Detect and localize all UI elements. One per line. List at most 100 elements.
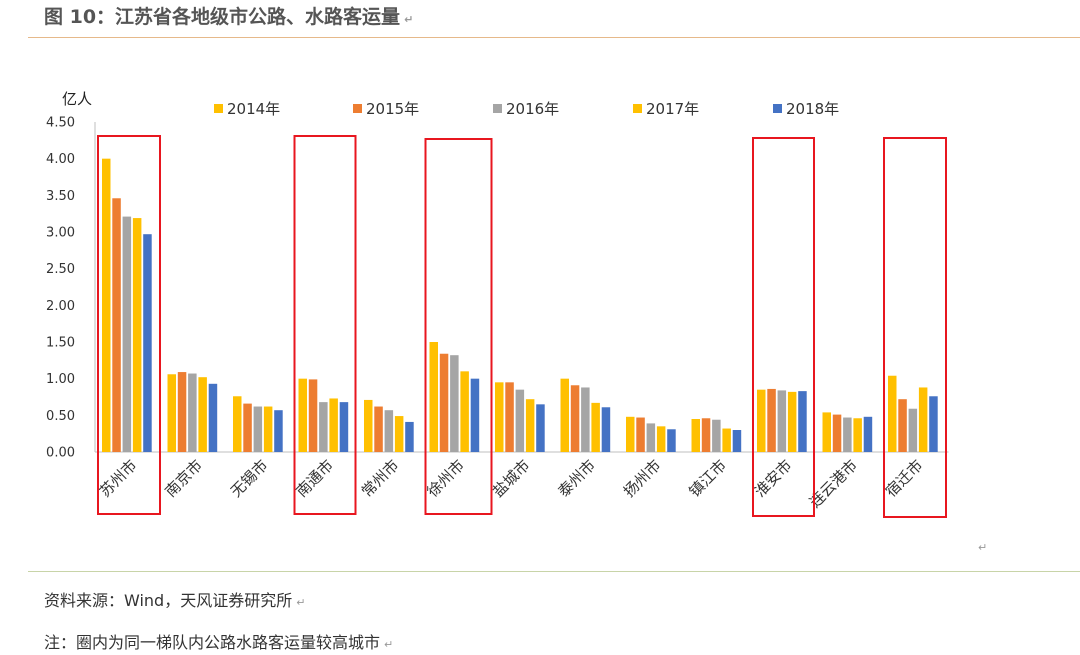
- bar: [233, 396, 242, 452]
- bar: [495, 382, 504, 452]
- legend-label: 2014年: [227, 100, 280, 118]
- y-tick-label: 4.50: [46, 116, 75, 131]
- bar: [536, 404, 545, 452]
- bar: [329, 398, 338, 452]
- bar: [460, 371, 469, 452]
- bar: [712, 419, 721, 452]
- bar: [787, 391, 797, 452]
- x-category-label: 泰州市: [555, 456, 600, 501]
- bar: [405, 421, 414, 452]
- legend-label: 2017年: [646, 100, 699, 118]
- x-category-label: 宿迁市: [882, 456, 927, 501]
- y-tick-label: 0.00: [46, 446, 75, 461]
- bar: [132, 218, 142, 452]
- x-category-label: 无锡市: [227, 456, 272, 501]
- bar: [429, 342, 438, 452]
- x-category-label: 盐城市: [489, 456, 534, 501]
- y-tick-label: 1.00: [46, 372, 75, 387]
- highlight-box: [424, 138, 493, 515]
- x-category-label: 扬州市: [620, 456, 665, 501]
- bar: [888, 375, 897, 452]
- y-tick-label: 2.50: [46, 262, 75, 277]
- bar: [570, 385, 580, 452]
- bar: [908, 408, 918, 452]
- source-note: 资料来源：Wind，天风证券研究所 ↵: [44, 591, 306, 610]
- bar: [767, 388, 776, 452]
- bar: [364, 399, 373, 452]
- x-category-label: 淮安市: [751, 456, 796, 501]
- bar: [253, 406, 263, 452]
- bar: [102, 158, 111, 452]
- bar: [667, 429, 676, 452]
- bar: [843, 417, 852, 452]
- bar: [591, 402, 600, 452]
- bar: [581, 387, 590, 452]
- top-divider: [28, 37, 1080, 38]
- bar: [832, 414, 842, 452]
- bar: [646, 423, 656, 452]
- bar: [319, 402, 328, 452]
- bar: [515, 389, 525, 452]
- bar: [626, 416, 635, 452]
- bar: [439, 353, 449, 452]
- x-category-label: 镇江市: [686, 456, 731, 501]
- legend-swatch: [493, 104, 502, 113]
- legend-swatch: [353, 104, 362, 113]
- bar: [263, 406, 273, 452]
- legend-swatch: [633, 104, 642, 113]
- paragraph-mark: ↵: [978, 541, 988, 554]
- bar: [505, 382, 514, 452]
- bar: [450, 355, 459, 452]
- bar: [560, 378, 569, 452]
- bar: [691, 419, 700, 452]
- bar: [918, 387, 928, 452]
- bar: [525, 399, 535, 452]
- y-axis-unit: 亿人: [62, 90, 92, 108]
- bar: [757, 389, 766, 452]
- highlight-box: [293, 135, 357, 515]
- bar: [188, 373, 197, 452]
- bar: [167, 374, 176, 452]
- bar: [112, 198, 121, 452]
- bar: [298, 378, 307, 452]
- bar: [394, 416, 404, 452]
- legend-label: 2015年: [366, 100, 419, 118]
- bar: [274, 410, 283, 452]
- x-category-label: 常州市: [358, 456, 403, 501]
- x-category-label: 南京市: [162, 456, 207, 501]
- y-tick-label: 0.50: [46, 409, 75, 424]
- bar: [929, 396, 938, 452]
- legend-label: 2016年: [506, 100, 559, 118]
- bar: [177, 372, 187, 452]
- bar: [822, 412, 831, 452]
- y-tick-label: 3.50: [46, 189, 75, 204]
- legend-label: 2018年: [786, 100, 839, 118]
- bar: [243, 403, 252, 452]
- bar: [384, 410, 394, 452]
- bar: [636, 417, 645, 452]
- bar: [701, 418, 711, 452]
- bar: [198, 377, 207, 452]
- bar: [898, 399, 907, 452]
- highlight-box: [97, 135, 161, 515]
- bar: [143, 234, 152, 452]
- bar: [732, 430, 742, 452]
- y-tick-label: 1.50: [46, 336, 75, 351]
- bar: [470, 378, 480, 452]
- bottom-divider: [28, 571, 1080, 572]
- x-category-label: 徐州市: [424, 456, 469, 501]
- highlight-box: [883, 137, 947, 518]
- bar: [374, 406, 383, 452]
- bar: [656, 426, 666, 452]
- bar: [208, 383, 218, 452]
- highlight-box: [752, 137, 815, 517]
- x-category-label: 苏州市: [96, 456, 141, 501]
- bar-chart: 0.00 0.50 1.00 1.50 2.00 2.50 3.00 3.50 4.00 4.50…: [46, 90, 949, 518]
- bar: [122, 216, 132, 452]
- bar: [798, 391, 807, 452]
- footnote: 注：圈内为同一梯队内公路水路客运量较高城市 ↵: [44, 633, 394, 652]
- bar: [863, 416, 873, 452]
- y-tick-label: 3.00: [46, 226, 75, 241]
- bar: [777, 390, 787, 452]
- bar: [853, 418, 862, 452]
